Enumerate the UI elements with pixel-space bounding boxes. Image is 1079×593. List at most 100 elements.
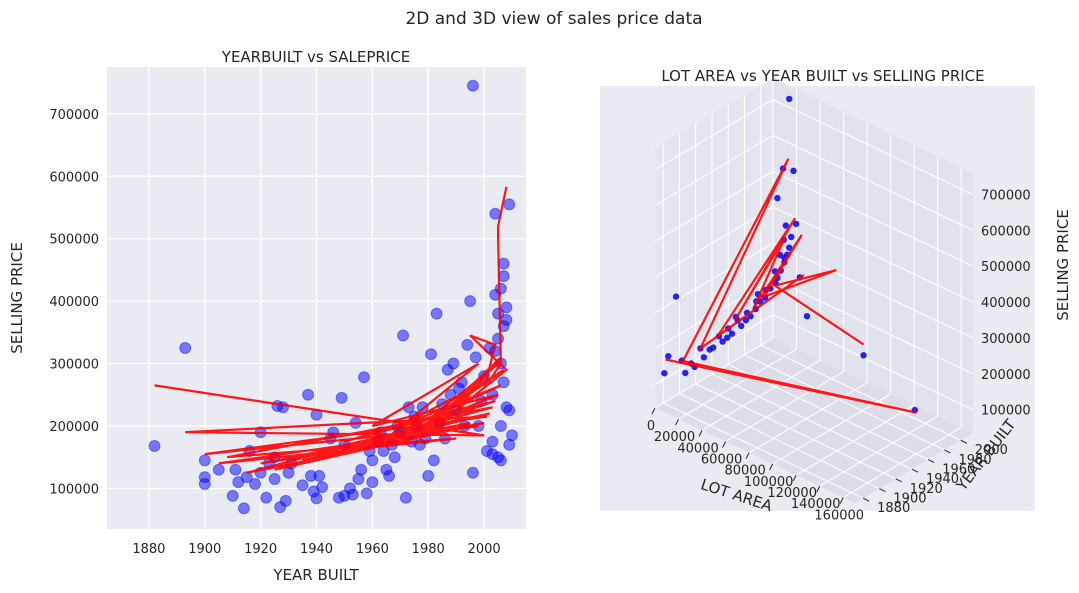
data-point [427,454,440,467]
fit-line-path [154,186,509,474]
ytick-label: 500000 [49,233,99,248]
xtick-label-3d: 40000 [677,441,718,456]
gridline-3d [748,382,868,454]
fit-line-path-3d [665,158,917,414]
data-point [232,476,245,489]
xtick-mark-3d [769,463,774,471]
data-point [335,391,348,404]
gridline-3d [701,359,821,431]
ztick-label-3d: 100000 [981,404,1031,419]
data-point-3d [724,334,731,341]
ytick-label: 400000 [49,295,99,310]
gridline-3d [654,170,774,242]
scatter-3d-axes: 0200004000060000800001000001200001400001… [600,67,1072,523]
data-point [486,435,499,448]
data-point [494,282,507,295]
data-point [422,469,435,482]
gridline-3d [679,393,880,489]
data-point [198,478,211,491]
ztick-label-3d: 300000 [981,332,1031,347]
ytick-label-3d: 1980 [959,453,992,468]
scatter-2d-axes: 1880 1900 1920 1940 1960 1980 2000 100000 200000… [8,48,526,584]
data-point [229,463,242,476]
data-point [302,388,315,401]
data-point [360,487,373,500]
ytick-mark-3d [911,468,919,473]
xtick-label: 1980 [412,542,445,557]
data-point-3d [661,370,668,377]
xtick-label-3d: 80000 [724,464,765,479]
data-point [486,448,499,461]
xtick-mark-3d [792,474,797,482]
data-point-3d [728,330,736,337]
gridline-3d [744,354,945,451]
ticks-3d: 0200004000060000800001000001200001400001… [647,189,1031,524]
data-point [260,491,273,504]
pane [655,338,973,503]
ytick-label: 300000 [49,358,99,373]
xtick-mark-3d [651,407,656,415]
data-point-3d [803,313,811,320]
xtick-mark-3d [698,430,703,437]
ytick-label-3d: 1940 [926,472,959,487]
xtick-mark-3d [722,441,727,448]
ztick-label-3d: 700000 [981,189,1031,204]
xtick-label: 2000 [468,542,501,557]
data-point [503,198,516,211]
xtick-mark-3d [745,452,750,459]
data-point [198,454,211,467]
data-point [366,476,379,489]
data-point [503,438,516,451]
data-point [447,357,460,370]
ytick-label: 100000 [49,482,99,497]
xtick-label-3d: 120000 [767,486,817,501]
ticks-2d: 1880 1900 1920 1940 1960 1980 2000 100000 200000… [49,108,500,557]
xtick-label-3d: 60000 [701,453,742,468]
data-point [399,491,412,504]
data-point [249,478,262,491]
gridline-3d [662,402,864,499]
xtick-label-3d: 160000 [814,508,864,523]
zlabel-3d: SELLING PRICE [1054,209,1072,321]
pane [773,78,973,433]
data-point [494,454,507,467]
data-point-3d [786,244,793,251]
data-point [148,439,161,452]
data-point [388,451,401,464]
data-point [469,351,482,364]
data-point [397,329,410,342]
gridline-3d [654,134,774,206]
title-3d: LOT AREA vs YEAR BUILT vs SELLING PRICE [661,67,984,85]
xtick-mark-3d [839,497,844,504]
xlabel-2d: YEAR BUILT [272,566,359,584]
data-point [466,466,479,479]
xtick-label-3d: 20000 [654,430,695,445]
gridline-3d [654,242,774,314]
data-point-3d [788,233,795,241]
xtick-label-3d: 0 [647,419,655,434]
data-point [357,371,370,384]
ytick-label: 200000 [49,420,99,435]
xtick-label: 1900 [188,542,221,557]
ytick-label-3d: 2000 [975,443,1008,458]
gridline-3d [795,404,915,476]
ytick-label: 600000 [49,170,99,185]
gridline-3d [725,371,844,442]
data-point-3d [792,220,800,228]
gridline-3d [772,314,974,411]
gridline-3d [760,344,962,441]
gridline-3d [842,426,962,498]
gridline-3d [772,278,974,375]
gridline-3d [772,170,974,267]
fit-line-2d [154,186,509,474]
gridline-3d [772,206,974,303]
data-point [226,489,239,502]
ztick-label-3d: 600000 [981,224,1031,239]
data-point [383,469,396,482]
data-point [310,492,323,505]
fit-line-3d [665,158,917,414]
data-point-3d [672,293,680,300]
xtick-label: 1940 [300,542,333,557]
data-point-3d [790,167,797,174]
